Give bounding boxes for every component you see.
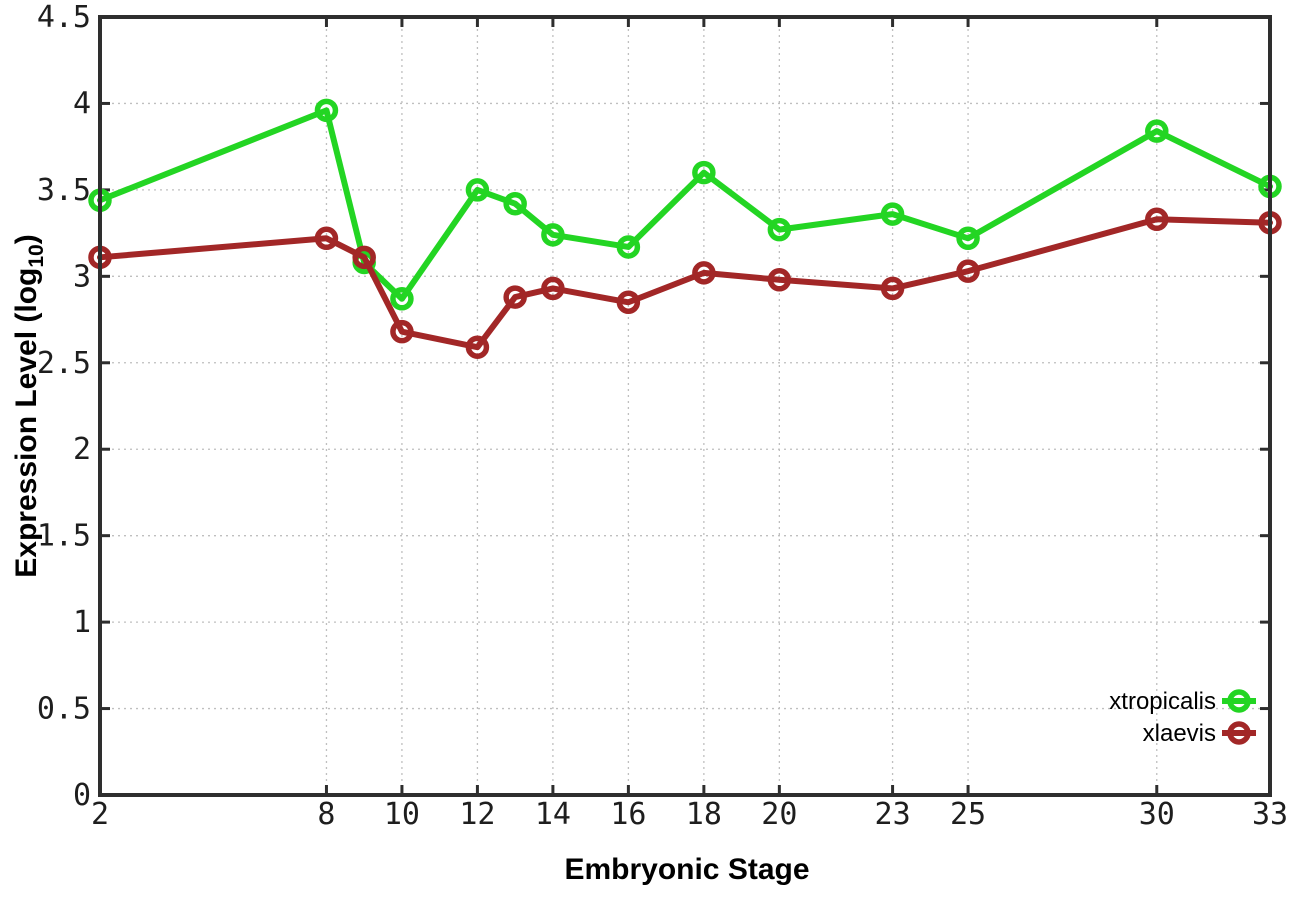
data-point-marker-xlaevis [956,259,980,283]
data-point-marker-xtropicalis [692,160,716,185]
x-tick-label: 33 [1252,797,1288,832]
series-line-xlaevis [97,216,1273,351]
data-point-marker-xtropicalis [314,98,339,123]
plot-frame [98,15,1272,797]
legend-label-xtropicalis: xtropicalis [1109,688,1216,715]
y-tick-label: 4 [73,86,91,121]
legend-samples [1222,689,1256,745]
data-point-marker-xlaevis [1145,207,1169,232]
y-axis-title: Expression Level (log10) [10,234,48,577]
data-point-marker-xlaevis [390,319,414,344]
data-point-marker-xlaevis [314,226,339,251]
data-point-marker-xlaevis [541,276,565,301]
data-point-marker-xtropicalis [503,191,527,216]
series-line-xtropicalis [97,107,1273,302]
x-tick-label: 18 [686,797,722,832]
data-point-marker-xlaevis [880,276,905,301]
legend-label-xlaevis: xlaevis [1143,720,1216,747]
data-point-marker-xtropicalis [390,287,414,311]
y-tick-label: 1 [73,605,91,640]
data-point-marker-xtropicalis [616,235,641,259]
chart-generated-layers: 2 8 10 12 14 16 18 20 23 25 30 33 0 0.5 1 1.5 2 2.5 3 3.5 4 4… [37,0,1288,832]
y-tick-label: 3.5 [37,173,91,208]
legend-sample-marker-xlaevis [1227,721,1251,745]
data-point-marker-xlaevis [352,245,376,270]
tick-labels: 2 8 10 12 14 16 18 20 23 25 30 33 0 0.5 1 1.5 2 2.5 3 3.5 4 4… [37,0,1288,832]
y-tick-label: 2 [73,432,91,467]
x-tick-label: 12 [459,797,495,832]
data-point-marker-xtropicalis [1145,119,1169,143]
series-xlaevis [88,207,1282,359]
data-point-marker-xtropicalis [880,202,905,226]
y-tick-label: 3 [73,259,91,294]
x-tick-label: 25 [950,797,986,832]
x-tick-label: 8 [317,797,335,832]
y-tick-label: 2.5 [37,346,91,381]
plot-border [98,15,1272,797]
y-tick-label: 0.5 [37,692,91,727]
data-point-marker-xtropicalis [541,223,565,247]
x-axis-title: Embryonic Stage [564,853,809,886]
y-axis-title-subscript: 10 [25,244,48,267]
x-tick-label: 2 [91,797,109,832]
data-point-marker-xlaevis [503,285,527,309]
data-point-marker-xlaevis [465,335,490,359]
data-point-marker-xlaevis [767,268,792,292]
y-axis-title-main: Expression Level (log [10,268,43,578]
x-tick-label: 23 [875,797,911,832]
x-tick-label: 20 [761,797,797,832]
data-point-marker-xtropicalis [767,217,792,242]
y-tick-label: 0 [73,778,91,813]
data-point-marker-xlaevis [692,261,716,285]
x-tick-label: 14 [535,797,571,832]
data-point-marker-xtropicalis [956,226,980,251]
y-axis-title-end: ) [10,234,43,244]
gridlines [100,17,1270,795]
chart-labels: Embryonic Stage Expression Level (log10)… [10,234,1216,886]
x-tick-label: 10 [384,797,420,832]
data-point-marker-xlaevis [616,290,641,315]
data-point-marker-xtropicalis [465,178,490,202]
y-tick-label: 1.5 [37,519,91,554]
y-tick-label: 4.5 [37,0,91,35]
x-tick-label: 30 [1139,797,1175,832]
x-tick-label: 16 [610,797,646,832]
legend-sample-marker-xtropicalis [1227,689,1251,713]
